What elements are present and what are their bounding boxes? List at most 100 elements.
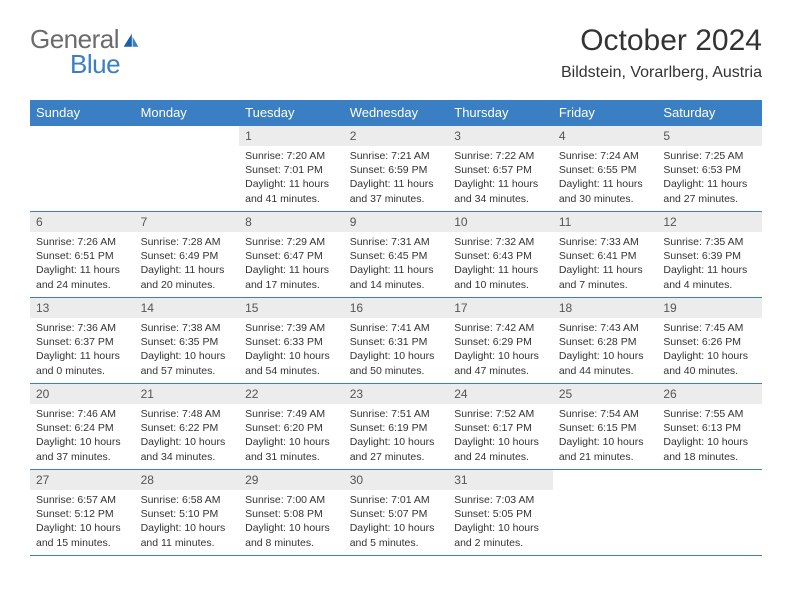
- sunrise-text: Sunrise: 7:01 AM: [350, 493, 443, 507]
- daylight-text: Daylight: 10 hours and 11 minutes.: [141, 521, 234, 549]
- day-number: 24: [448, 384, 553, 404]
- calendar-day-cell: 21Sunrise: 7:48 AMSunset: 6:22 PMDayligh…: [135, 384, 240, 470]
- day-info: Sunrise: 7:28 AMSunset: 6:49 PMDaylight:…: [135, 232, 240, 296]
- day-number: 23: [344, 384, 449, 404]
- sunset-text: Sunset: 5:08 PM: [245, 507, 338, 521]
- day-info: Sunrise: 7:46 AMSunset: 6:24 PMDaylight:…: [30, 404, 135, 468]
- day-info: Sunrise: 7:48 AMSunset: 6:22 PMDaylight:…: [135, 404, 240, 468]
- sunset-text: Sunset: 6:59 PM: [350, 163, 443, 177]
- daylight-text: Daylight: 11 hours and 37 minutes.: [350, 177, 443, 205]
- sunset-text: Sunset: 6:47 PM: [245, 249, 338, 263]
- day-info: Sunrise: 7:25 AMSunset: 6:53 PMDaylight:…: [657, 146, 762, 210]
- day-number: 8: [239, 212, 344, 232]
- daylight-text: Daylight: 10 hours and 57 minutes.: [141, 349, 234, 377]
- calendar-day-cell: ..: [135, 126, 240, 212]
- sunset-text: Sunset: 6:37 PM: [36, 335, 129, 349]
- daylight-text: Daylight: 10 hours and 5 minutes.: [350, 521, 443, 549]
- logo: GeneralBlue: [30, 24, 141, 80]
- weekday-header: Saturday: [657, 100, 762, 126]
- day-info: Sunrise: 7:32 AMSunset: 6:43 PMDaylight:…: [448, 232, 553, 296]
- calendar-day-cell: 16Sunrise: 7:41 AMSunset: 6:31 PMDayligh…: [344, 298, 449, 384]
- sunset-text: Sunset: 6:33 PM: [245, 335, 338, 349]
- sunset-text: Sunset: 6:51 PM: [36, 249, 129, 263]
- day-info: Sunrise: 6:57 AMSunset: 5:12 PMDaylight:…: [30, 490, 135, 554]
- daylight-text: Daylight: 11 hours and 24 minutes.: [36, 263, 129, 291]
- weekday-header-row: Sunday Monday Tuesday Wednesday Thursday…: [30, 100, 762, 126]
- day-info: Sunrise: 7:52 AMSunset: 6:17 PMDaylight:…: [448, 404, 553, 468]
- sunset-text: Sunset: 5:12 PM: [36, 507, 129, 521]
- weekday-header: Friday: [553, 100, 658, 126]
- day-info: Sunrise: 7:03 AMSunset: 5:05 PMDaylight:…: [448, 490, 553, 554]
- day-number: 12: [657, 212, 762, 232]
- location: Bildstein, Vorarlberg, Austria: [561, 64, 762, 82]
- calendar-day-cell: 4Sunrise: 7:24 AMSunset: 6:55 PMDaylight…: [553, 126, 658, 212]
- daylight-text: Daylight: 10 hours and 34 minutes.: [141, 435, 234, 463]
- day-info: Sunrise: 7:22 AMSunset: 6:57 PMDaylight:…: [448, 146, 553, 210]
- daylight-text: Daylight: 11 hours and 0 minutes.: [36, 349, 129, 377]
- sunrise-text: Sunrise: 6:57 AM: [36, 493, 129, 507]
- day-info: Sunrise: 7:51 AMSunset: 6:19 PMDaylight:…: [344, 404, 449, 468]
- calendar-day-cell: 5Sunrise: 7:25 AMSunset: 6:53 PMDaylight…: [657, 126, 762, 212]
- day-number: 1: [239, 126, 344, 146]
- sunrise-text: Sunrise: 7:46 AM: [36, 407, 129, 421]
- sunset-text: Sunset: 6:15 PM: [559, 421, 652, 435]
- day-number: 22: [239, 384, 344, 404]
- day-info: Sunrise: 7:42 AMSunset: 6:29 PMDaylight:…: [448, 318, 553, 382]
- calendar-day-cell: ..: [657, 470, 762, 556]
- daylight-text: Daylight: 11 hours and 7 minutes.: [559, 263, 652, 291]
- day-info: Sunrise: 7:26 AMSunset: 6:51 PMDaylight:…: [30, 232, 135, 296]
- calendar-week-row: 13Sunrise: 7:36 AMSunset: 6:37 PMDayligh…: [30, 298, 762, 384]
- calendar-day-cell: 2Sunrise: 7:21 AMSunset: 6:59 PMDaylight…: [344, 126, 449, 212]
- calendar-day-cell: 10Sunrise: 7:32 AMSunset: 6:43 PMDayligh…: [448, 212, 553, 298]
- header: GeneralBlue October 2024 Bildstein, Vora…: [30, 24, 762, 82]
- day-info: Sunrise: 7:39 AMSunset: 6:33 PMDaylight:…: [239, 318, 344, 382]
- sunset-text: Sunset: 5:07 PM: [350, 507, 443, 521]
- calendar-day-cell: 31Sunrise: 7:03 AMSunset: 5:05 PMDayligh…: [448, 470, 553, 556]
- day-info: Sunrise: 7:55 AMSunset: 6:13 PMDaylight:…: [657, 404, 762, 468]
- day-number: 4: [553, 126, 658, 146]
- day-info: Sunrise: 6:58 AMSunset: 5:10 PMDaylight:…: [135, 490, 240, 554]
- day-info: Sunrise: 7:24 AMSunset: 6:55 PMDaylight:…: [553, 146, 658, 210]
- day-number: 15: [239, 298, 344, 318]
- calendar-day-cell: 8Sunrise: 7:29 AMSunset: 6:47 PMDaylight…: [239, 212, 344, 298]
- calendar-day-cell: 18Sunrise: 7:43 AMSunset: 6:28 PMDayligh…: [553, 298, 658, 384]
- calendar-week-row: ....1Sunrise: 7:20 AMSunset: 7:01 PMDayl…: [30, 126, 762, 212]
- sunset-text: Sunset: 5:05 PM: [454, 507, 547, 521]
- weekday-header: Sunday: [30, 100, 135, 126]
- daylight-text: Daylight: 10 hours and 40 minutes.: [663, 349, 756, 377]
- sunset-text: Sunset: 6:24 PM: [36, 421, 129, 435]
- sunset-text: Sunset: 6:29 PM: [454, 335, 547, 349]
- calendar-day-cell: ..: [30, 126, 135, 212]
- calendar-day-cell: 12Sunrise: 7:35 AMSunset: 6:39 PMDayligh…: [657, 212, 762, 298]
- daylight-text: Daylight: 10 hours and 37 minutes.: [36, 435, 129, 463]
- calendar-day-cell: 28Sunrise: 6:58 AMSunset: 5:10 PMDayligh…: [135, 470, 240, 556]
- calendar-day-cell: 17Sunrise: 7:42 AMSunset: 6:29 PMDayligh…: [448, 298, 553, 384]
- sunset-text: Sunset: 6:26 PM: [663, 335, 756, 349]
- sunrise-text: Sunrise: 6:58 AM: [141, 493, 234, 507]
- sunrise-text: Sunrise: 7:03 AM: [454, 493, 547, 507]
- calendar-day-cell: 27Sunrise: 6:57 AMSunset: 5:12 PMDayligh…: [30, 470, 135, 556]
- sunrise-text: Sunrise: 7:38 AM: [141, 321, 234, 335]
- calendar-day-cell: 25Sunrise: 7:54 AMSunset: 6:15 PMDayligh…: [553, 384, 658, 470]
- daylight-text: Daylight: 10 hours and 24 minutes.: [454, 435, 547, 463]
- daylight-text: Daylight: 10 hours and 31 minutes.: [245, 435, 338, 463]
- sunset-text: Sunset: 6:20 PM: [245, 421, 338, 435]
- day-info: Sunrise: 7:38 AMSunset: 6:35 PMDaylight:…: [135, 318, 240, 382]
- sunset-text: Sunset: 6:39 PM: [663, 249, 756, 263]
- day-info: Sunrise: 7:33 AMSunset: 6:41 PMDaylight:…: [553, 232, 658, 296]
- sunrise-text: Sunrise: 7:51 AM: [350, 407, 443, 421]
- daylight-text: Daylight: 10 hours and 21 minutes.: [559, 435, 652, 463]
- sunset-text: Sunset: 6:35 PM: [141, 335, 234, 349]
- calendar-day-cell: 3Sunrise: 7:22 AMSunset: 6:57 PMDaylight…: [448, 126, 553, 212]
- title-block: October 2024 Bildstein, Vorarlberg, Aust…: [561, 24, 762, 82]
- calendar-day-cell: 9Sunrise: 7:31 AMSunset: 6:45 PMDaylight…: [344, 212, 449, 298]
- daylight-text: Daylight: 11 hours and 14 minutes.: [350, 263, 443, 291]
- day-number: 29: [239, 470, 344, 490]
- day-number: 26: [657, 384, 762, 404]
- calendar-day-cell: 30Sunrise: 7:01 AMSunset: 5:07 PMDayligh…: [344, 470, 449, 556]
- sunset-text: Sunset: 6:57 PM: [454, 163, 547, 177]
- daylight-text: Daylight: 10 hours and 27 minutes.: [350, 435, 443, 463]
- sunrise-text: Sunrise: 7:48 AM: [141, 407, 234, 421]
- sunrise-text: Sunrise: 7:39 AM: [245, 321, 338, 335]
- day-info: Sunrise: 7:20 AMSunset: 7:01 PMDaylight:…: [239, 146, 344, 210]
